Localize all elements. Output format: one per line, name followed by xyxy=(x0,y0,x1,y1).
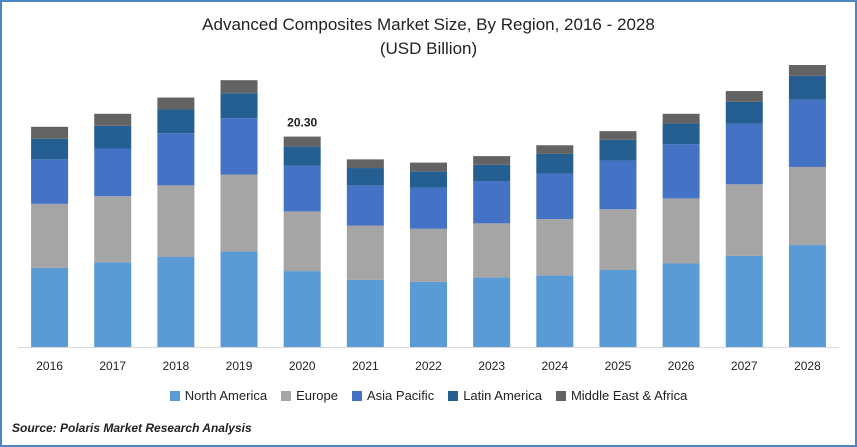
bar-segment xyxy=(346,168,384,186)
chart-legend: North America Europe Asia Pacific Latin … xyxy=(0,388,857,403)
legend-item-asia-pacific: Asia Pacific xyxy=(352,388,434,403)
bar-segment xyxy=(788,65,826,76)
legend-swatch xyxy=(448,390,459,401)
bar-segment xyxy=(725,91,763,102)
bar-segment xyxy=(473,223,511,278)
bar-segment xyxy=(536,275,574,347)
legend-label: Middle East & Africa xyxy=(570,388,688,403)
bar-segment xyxy=(410,171,447,188)
bar-segment xyxy=(473,156,511,165)
bar-segment xyxy=(283,136,321,147)
bar-segment xyxy=(725,255,763,347)
legend-swatch xyxy=(169,390,180,401)
bar-segment xyxy=(599,131,637,140)
bar-segment xyxy=(788,245,826,347)
bar-segment xyxy=(473,277,511,347)
bar-segment xyxy=(31,126,69,139)
chart-title: Advanced Composites Market Size, By Regi… xyxy=(202,15,655,34)
bar-segment xyxy=(220,174,258,252)
bar-segment xyxy=(410,162,447,172)
bar-segment xyxy=(220,118,258,175)
legend-item-europe: Europe xyxy=(281,388,338,403)
bar-segment xyxy=(346,279,384,347)
bar-segment xyxy=(220,80,258,94)
legend-label: Latin America xyxy=(463,388,542,403)
bar-segment xyxy=(94,262,132,347)
bar-segment xyxy=(599,139,637,161)
bar-segment xyxy=(725,101,763,124)
bar-segment xyxy=(536,145,574,154)
legend-swatch xyxy=(555,390,566,401)
bar-segment xyxy=(788,166,826,246)
bar-segment xyxy=(788,99,826,167)
bar-segment xyxy=(94,148,132,197)
bar-segment xyxy=(283,165,321,212)
legend-swatch xyxy=(352,390,362,401)
legend-label: Asia Pacific xyxy=(367,388,435,403)
legend-label: Europe xyxy=(296,388,338,403)
bar-segment xyxy=(662,123,700,145)
source-note: Source: Polaris Market Research Analysis xyxy=(12,421,252,435)
legend-item-middle-east-africa: Middle East & Africa xyxy=(555,388,688,403)
bar-segment xyxy=(94,113,132,126)
bar-segment xyxy=(31,159,69,204)
data-label: 20.30 xyxy=(287,116,317,130)
bar-segment xyxy=(220,93,258,119)
bar-segment xyxy=(346,225,384,280)
bar-segment xyxy=(662,144,700,199)
bar-segment xyxy=(346,185,384,226)
bar-segment xyxy=(283,211,321,272)
x-tick-label: 2028 xyxy=(794,359,821,373)
bar-segment xyxy=(662,263,700,347)
bar-segment xyxy=(157,185,195,257)
bar-segment xyxy=(157,256,195,347)
x-tick-label: 2018 xyxy=(163,359,190,373)
x-tick-label: 2024 xyxy=(541,359,568,373)
bar-segment xyxy=(473,164,511,182)
bar-segment xyxy=(410,281,447,347)
bar-segment xyxy=(157,97,195,110)
chart-subtitle: (USD Billion) xyxy=(379,39,478,58)
bar-segment xyxy=(599,269,637,347)
bar-segment xyxy=(725,123,763,185)
bar-segment xyxy=(94,196,132,263)
bar-segment xyxy=(536,173,574,220)
legend-item-north-america: North America xyxy=(169,388,268,403)
bar-segment xyxy=(94,125,132,149)
bar-segment xyxy=(599,209,637,270)
x-tick-label: 2027 xyxy=(731,359,758,373)
bar-segment xyxy=(725,184,763,256)
bar-segment xyxy=(410,187,447,229)
x-tick-label: 2016 xyxy=(36,359,63,373)
bar-segment xyxy=(536,219,574,276)
bar-segment xyxy=(157,109,195,134)
bar-segment xyxy=(346,159,384,169)
x-tick-label: 2019 xyxy=(226,359,253,373)
bar-segment xyxy=(31,203,69,268)
x-tick-label: 2020 xyxy=(289,359,316,373)
bar-segment xyxy=(473,181,511,224)
bar-segment xyxy=(599,160,637,210)
bar-segment xyxy=(283,271,321,347)
x-tick-label: 2026 xyxy=(668,359,695,373)
x-tick-label: 2025 xyxy=(605,359,632,373)
x-tick-label: 2017 xyxy=(99,359,126,373)
legend-label: North America xyxy=(184,388,268,403)
x-tick-label: 2023 xyxy=(478,359,505,373)
legend-swatch xyxy=(281,390,292,401)
bar-segment xyxy=(31,267,69,347)
bar-segment xyxy=(157,133,195,186)
bar-segment xyxy=(788,75,826,100)
bar-segment xyxy=(410,228,447,282)
bar-segment xyxy=(283,146,321,166)
x-tick-label: 2022 xyxy=(415,359,442,373)
bar-segment xyxy=(31,138,69,160)
bar-segment xyxy=(536,153,574,174)
bar-segment xyxy=(662,198,700,264)
x-tick-label: 2021 xyxy=(352,359,379,373)
legend-item-latin-america: Latin America xyxy=(448,388,542,403)
bar-segment xyxy=(220,251,258,347)
bar-segment xyxy=(662,113,700,124)
